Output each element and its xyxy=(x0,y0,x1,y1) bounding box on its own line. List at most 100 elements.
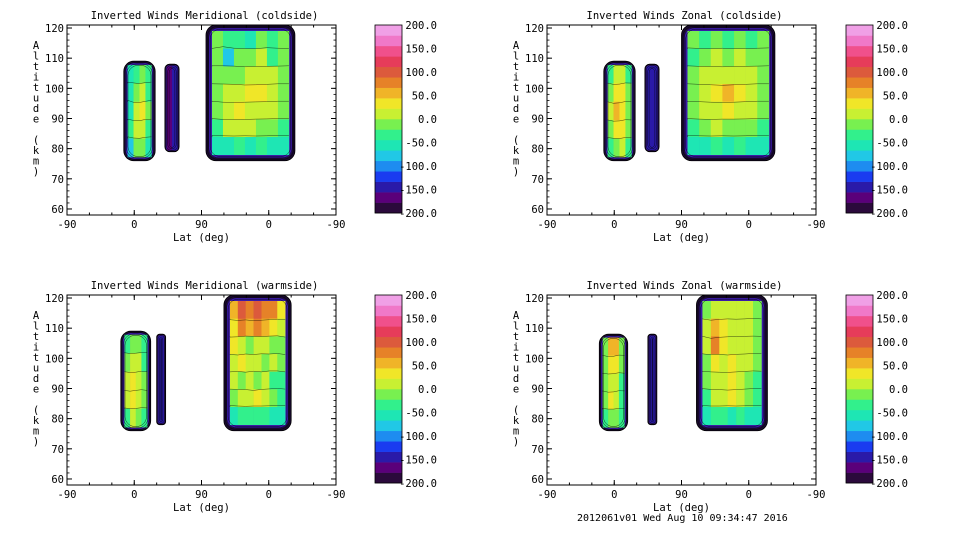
value-cell xyxy=(602,409,609,428)
contour-line xyxy=(687,100,769,103)
y-tick-label: 100 xyxy=(525,353,544,365)
x-tick-label: -90 xyxy=(807,219,826,231)
colorbar-swatch xyxy=(846,441,873,452)
value-cell xyxy=(613,337,620,356)
colorbar-swatch xyxy=(375,357,402,369)
value-cell xyxy=(687,31,700,49)
colorbar-swatch xyxy=(846,378,873,390)
value-cell xyxy=(253,301,262,319)
value-cell xyxy=(625,138,632,158)
contour-line xyxy=(684,27,773,159)
data-block-2 xyxy=(644,63,660,153)
chart-title: Inverted Winds Meridional (coldside) xyxy=(91,10,319,22)
colorbar-swatch xyxy=(375,192,402,203)
value-cell xyxy=(253,371,262,390)
contour-line xyxy=(702,318,762,321)
value-cell xyxy=(736,318,745,337)
colorbar-tick-label: 0.0 xyxy=(889,114,908,126)
contour-line xyxy=(226,297,289,429)
value-cell xyxy=(244,84,257,102)
value-cell xyxy=(233,137,246,156)
y-tick-label: 120 xyxy=(45,293,64,305)
x-tick-label: -90 xyxy=(58,489,77,501)
contour-line xyxy=(227,298,288,427)
value-cell xyxy=(719,407,729,426)
contour-line xyxy=(702,353,762,356)
data-block-3 xyxy=(681,25,776,162)
value-cell xyxy=(211,84,224,102)
contour-line xyxy=(687,118,769,120)
colorbar-swatch xyxy=(375,378,402,390)
value-cell xyxy=(141,353,148,373)
value-cell xyxy=(602,373,609,392)
colorbar-swatch xyxy=(846,192,873,203)
contour-line xyxy=(229,405,286,408)
value-cell xyxy=(727,336,737,355)
value-cell xyxy=(710,119,723,138)
value-cell xyxy=(139,120,146,139)
value-cell xyxy=(233,48,246,67)
chart-panel-2: Inverted Winds Zonal (coldside) -90 0 90 0 -9… xyxy=(513,10,908,244)
colorbar-tick-label: -100.0 xyxy=(870,161,908,173)
value-cell xyxy=(261,407,270,426)
colorbar-tick-label: 50.0 xyxy=(412,91,437,103)
contour-line xyxy=(157,335,165,424)
value-cell xyxy=(145,83,152,103)
data-block-2 xyxy=(156,333,167,426)
value-cell xyxy=(166,66,173,95)
value-cell xyxy=(744,301,754,319)
colorbar-swatch xyxy=(375,25,402,36)
value-cell xyxy=(710,389,720,408)
colorbar-tick-label: 100.0 xyxy=(876,67,908,79)
value-cell xyxy=(277,407,286,426)
value-cell xyxy=(277,66,290,85)
colorbar-tick-label: -150.0 xyxy=(870,185,908,197)
colorbar-tick-label: 100.0 xyxy=(405,67,437,79)
value-cell xyxy=(753,407,762,426)
value-cell xyxy=(702,301,712,319)
value-cell xyxy=(745,84,758,102)
value-cell xyxy=(135,371,142,391)
value-cell xyxy=(646,121,653,150)
value-cell xyxy=(245,354,254,372)
colorbar-swatch xyxy=(375,35,402,47)
value-cell xyxy=(222,101,235,120)
value-cell xyxy=(233,101,246,120)
colorbar-swatch xyxy=(375,430,402,442)
y-tick-label: 60 xyxy=(531,474,544,486)
value-cell xyxy=(145,64,152,84)
contour-line xyxy=(211,46,289,49)
value-cell xyxy=(245,318,254,337)
colorbar-swatch xyxy=(846,305,873,317)
colorbar-tick-label: -200.0 xyxy=(870,478,908,490)
x-tick-label: -90 xyxy=(538,219,557,231)
value-cell xyxy=(736,354,745,372)
plot-area xyxy=(120,295,292,432)
value-cell xyxy=(133,83,140,103)
x-tick-label: -90 xyxy=(58,219,77,231)
colorbar-swatch xyxy=(846,45,873,57)
value-cell xyxy=(625,120,632,139)
colorbar-swatch xyxy=(846,98,873,109)
value-cell xyxy=(727,354,737,372)
contour-line xyxy=(651,338,653,421)
value-cell xyxy=(253,407,262,426)
value-cell xyxy=(745,48,758,67)
value-cell xyxy=(130,390,137,409)
value-cell xyxy=(245,301,254,319)
value-cell xyxy=(687,48,700,67)
contour-line xyxy=(702,388,762,391)
value-cell xyxy=(269,407,278,426)
value-cell xyxy=(619,120,626,139)
contour-line xyxy=(209,28,291,157)
value-cell xyxy=(166,121,173,150)
contour-line xyxy=(687,135,769,138)
contour-line xyxy=(607,119,632,122)
value-cell xyxy=(753,336,762,355)
colorbar-swatch xyxy=(846,150,873,162)
contour-line xyxy=(121,332,150,430)
colorbar-swatch xyxy=(375,399,402,411)
value-cell xyxy=(237,301,246,319)
colorbar: 200.0 150.0 100.0 50.0 0.0 -50.0 -100.0 -150.0 -… xyxy=(374,20,437,220)
